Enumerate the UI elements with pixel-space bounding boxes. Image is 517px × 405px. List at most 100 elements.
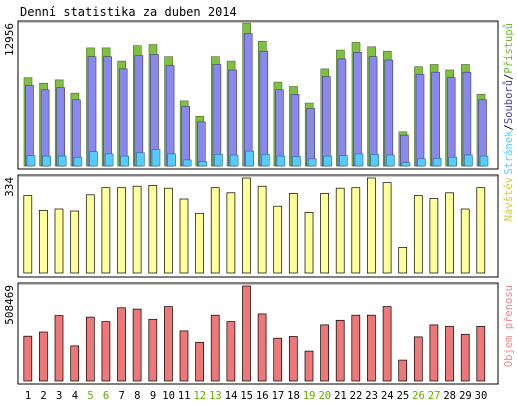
files-bar-day-4 [72,99,81,167]
visits-bar-day-15 [242,177,251,274]
files-bar-day-8 [134,55,144,167]
files-bar-day-18 [290,94,300,167]
traffic-bar-day-1 [23,335,33,382]
files-bar-day-23 [368,56,378,167]
traffic-bar-day-26 [413,336,423,382]
traffic-bar-day-9 [148,318,158,382]
files-bar-day-2 [40,89,50,167]
traffic-bar-day-15 [242,285,251,382]
files-bar-day-25 [400,134,409,167]
visits-bar-day-14 [226,192,236,274]
pages-bar-day-10 [167,153,176,167]
x-tick-label-day-8: 8 [134,390,140,402]
x-tick-label-day-7: 7 [119,390,125,402]
files-bar-day-11 [181,106,190,167]
pages-bar-day-3 [57,155,67,167]
traffic-bar-day-24 [382,306,392,382]
x-tick-label-day-2: 2 [40,390,46,402]
visits-bar-day-12 [195,212,204,274]
x-tick-label-day-15: 15 [240,390,253,402]
files-bar-day-29 [462,71,472,167]
pages-bar-day-27 [432,158,442,167]
pages-bar-day-6 [104,153,114,167]
traffic-bar-day-29 [460,333,470,382]
top-panel-frame [17,20,499,170]
top-legend-part-2: Souborů [503,80,515,124]
x-tick-label-day-1: 1 [25,390,31,402]
pages-bar-day-20 [323,155,333,167]
traffic-bar-day-7 [117,307,126,382]
bottom-panel-frame [17,282,499,385]
pages-bar-day-9 [151,149,161,167]
bottom-max-value-label: 508469 [3,285,16,325]
x-tick-label-day-27: 27 [428,390,441,402]
x-tick-label-day-12: 12 [193,390,206,402]
chart-title: Denní statistika za duben 2014 [20,5,237,19]
files-bar-day-12 [197,121,206,167]
traffic-bar-day-19 [304,350,314,382]
pages-bar-day-11 [182,159,192,167]
pages-bar-day-8 [136,152,145,167]
traffic-bar-day-14 [226,321,236,382]
visits-bar-day-7 [117,187,126,274]
traffic-bar-day-27 [429,324,439,382]
x-tick-label-day-17: 17 [272,390,285,402]
panel-middle: 334 Návštěv [3,174,515,278]
files-bar-day-6 [103,56,112,167]
pages-bar-day-23 [370,154,379,167]
traffic-bar-day-8 [132,308,142,382]
visits-bar-day-24 [382,182,392,274]
x-tick-label-day-30: 30 [475,390,488,402]
traffic-bar-day-5 [85,316,95,382]
visits-bar-day-10 [164,187,173,274]
pages-bar-day-19 [307,158,317,167]
visits-bar-day-20 [320,193,329,274]
traffic-bar-day-30 [476,326,486,382]
visits-bar-day-29 [460,208,470,274]
traffic-bar-day-18 [288,336,298,382]
top-legend-part-0: Stránek [503,130,515,175]
files-bar-day-13 [212,64,222,167]
pages-bar-day-25 [401,162,411,167]
x-tick-label-day-22: 22 [350,390,363,402]
visits-bar-day-5 [85,194,95,274]
middle-legend-part-0: Návštěv [503,177,515,221]
x-tick-label-day-23: 23 [365,390,378,402]
top-legend-part-1: / [503,124,515,130]
files-bar-day-26 [415,74,425,167]
pages-bar-day-16 [260,154,270,167]
traffic-bar-day-10 [164,306,173,382]
top-legend-part-4: Přístupů [503,23,515,74]
x-tick-label-day-25: 25 [397,390,410,402]
visits-bar-day-22 [351,187,361,274]
x-tick-label-day-29: 29 [459,390,472,402]
files-bar-day-28 [446,77,456,167]
visits-bar-day-23 [367,177,376,274]
x-tick-label-day-9: 9 [150,390,156,402]
files-bar-day-27 [431,71,440,167]
files-bar-day-5 [87,56,97,167]
pages-bar-day-5 [89,151,98,167]
traffic-bar-day-21 [335,319,345,382]
top-legend: Stránek/Souborů/Přístupů [503,23,515,175]
panel-bottom: 508469 Objem přenosu [3,282,515,385]
x-tick-label-day-16: 16 [256,390,269,402]
x-tick-label-day-4: 4 [72,390,78,402]
files-bar-day-10 [165,65,175,167]
middle-legend: Návštěv [503,177,515,221]
pages-bar-day-12 [198,161,208,167]
pages-bar-day-30 [479,155,489,167]
visits-bar-day-1 [23,195,33,274]
pages-bar-day-7 [120,155,129,167]
traffic-bar-day-23 [367,314,376,382]
x-tick-label-day-20: 20 [318,390,331,402]
x-tick-label-day-24: 24 [381,390,394,402]
traffic-bar-day-16 [257,313,267,382]
visits-bar-day-25 [398,247,408,274]
files-bar-day-7 [118,68,128,167]
x-tick-label-day-21: 21 [334,390,347,402]
middle-max-value-label: 334 [3,177,16,197]
visits-bar-day-4 [70,210,80,274]
files-bar-day-19 [306,108,316,167]
